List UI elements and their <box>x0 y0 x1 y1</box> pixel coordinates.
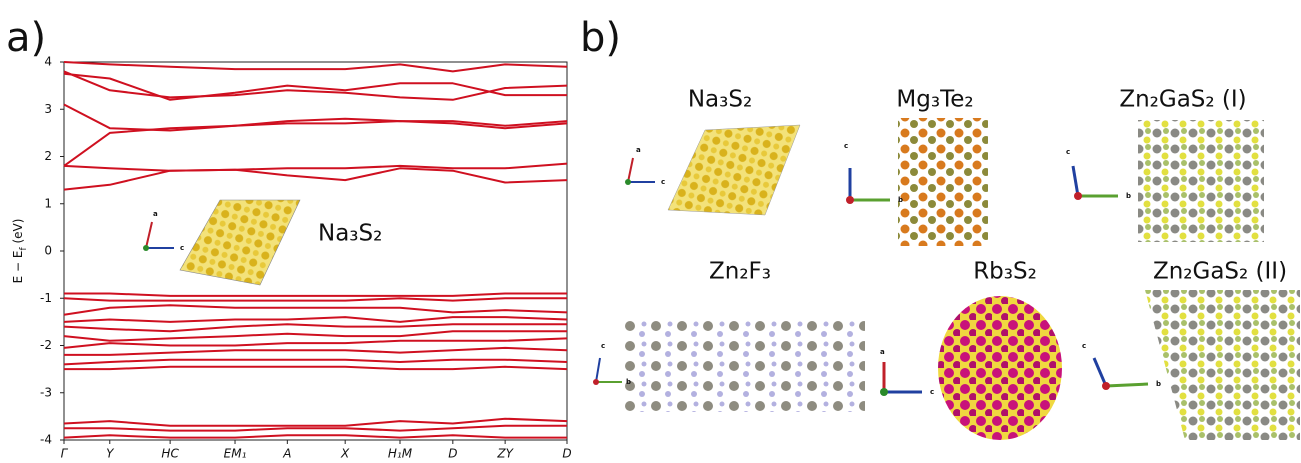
x-tick-label: EM₁ <box>224 447 247 460</box>
x-axis: Γ Y HC EM₁ A X H₁M D ZY D <box>61 440 572 459</box>
y-axis: -4 -3 -2 -1 0 1 2 3 4 <box>40 55 64 447</box>
bands <box>64 62 567 438</box>
y-tick-label: 2 <box>44 149 52 163</box>
crystal-image <box>1145 290 1300 440</box>
structure-label: Rb₃S₂ <box>973 259 1037 285</box>
structure-label: Zn₂GaS₂ (I) <box>1119 87 1246 113</box>
structure-label: Zn₂GaS₂ (II) <box>1153 259 1287 285</box>
crystal-image <box>180 200 300 285</box>
band-line <box>64 164 567 171</box>
axis-letter: c <box>601 342 605 350</box>
x-tick-label: HC <box>161 447 179 460</box>
band-line <box>64 317 567 322</box>
axis-triad: a c <box>143 210 184 252</box>
band-line <box>64 71 567 99</box>
y-tick-label: -2 <box>40 338 52 352</box>
figure: a) b) -4 -3 -2 -1 0 1 2 3 4 Γ Y HC EM₁ A X H₁M D ZY D E −… <box>0 0 1301 459</box>
axis-triad: a c <box>880 348 934 396</box>
y-tick-label: 0 <box>44 244 52 258</box>
band-line <box>64 305 567 315</box>
y-axis-label-part: (eV) <box>11 219 25 248</box>
band-line <box>64 294 567 296</box>
structure-label: Mg₃Te₂ <box>896 87 973 113</box>
band-line <box>64 168 567 189</box>
y-tick-label: -3 <box>40 385 52 399</box>
x-tick-label: Y <box>106 447 115 460</box>
band-line <box>64 121 567 166</box>
x-tick-label: D <box>448 447 457 460</box>
axis-letter: b <box>898 196 903 204</box>
band-line <box>64 62 567 71</box>
crystal-image <box>668 125 800 215</box>
x-tick-label: ZY <box>496 447 514 460</box>
y-tick-label: 3 <box>44 102 52 116</box>
axis-letter: a <box>636 146 641 154</box>
band-line <box>64 298 567 300</box>
axis-letter: c <box>930 388 934 396</box>
band-line <box>64 367 567 369</box>
axis-letter: a <box>153 210 158 218</box>
axis-letter: b <box>1126 192 1131 200</box>
structure-label: Zn₂F₃ <box>709 259 771 285</box>
band-line <box>64 74 567 100</box>
x-tick-label: H₁M <box>388 447 413 460</box>
y-axis-label: E − Ef (eV) <box>11 219 29 284</box>
crystal-image <box>1138 120 1264 242</box>
x-tick-label: D <box>562 447 571 460</box>
structure-label: Na₃S₂ <box>318 221 382 247</box>
axis-letter: b <box>1156 380 1161 388</box>
y-tick-label: -1 <box>40 291 52 305</box>
band-line <box>64 360 567 365</box>
structure-label: Na₃S₂ <box>688 87 752 113</box>
band-line <box>64 331 567 341</box>
y-tick-label: -4 <box>40 433 52 447</box>
band-line <box>64 348 567 355</box>
axis-letter: c <box>661 178 665 186</box>
crystal-image <box>625 318 865 412</box>
axis-letter: b <box>626 378 631 386</box>
axis-letter: c <box>180 244 184 252</box>
y-axis-label-part: E − E <box>11 251 25 284</box>
panel-label: b) <box>580 15 621 61</box>
axis-letter: c <box>1066 148 1070 156</box>
panel-label: a) <box>6 15 46 61</box>
band-line <box>64 435 567 437</box>
y-tick-label: 4 <box>44 55 52 69</box>
axis-triad: c b <box>1066 148 1131 200</box>
axis-triad: c b <box>844 142 903 204</box>
band-line <box>64 419 567 426</box>
axis-triad: c b <box>1082 342 1161 390</box>
crystal-image <box>938 296 1062 440</box>
x-tick-label: X <box>340 447 350 460</box>
axis-letter: c <box>1082 342 1086 350</box>
axis-letter: c <box>844 142 848 150</box>
axis-triad: a c <box>625 146 665 186</box>
crystal-image <box>898 118 988 246</box>
plot-frame <box>64 62 567 440</box>
x-tick-label: A <box>282 447 291 460</box>
y-tick-label: 1 <box>44 196 52 210</box>
axis-letter: a <box>880 348 885 356</box>
band-line <box>64 324 567 331</box>
x-tick-label: Γ <box>61 447 69 460</box>
